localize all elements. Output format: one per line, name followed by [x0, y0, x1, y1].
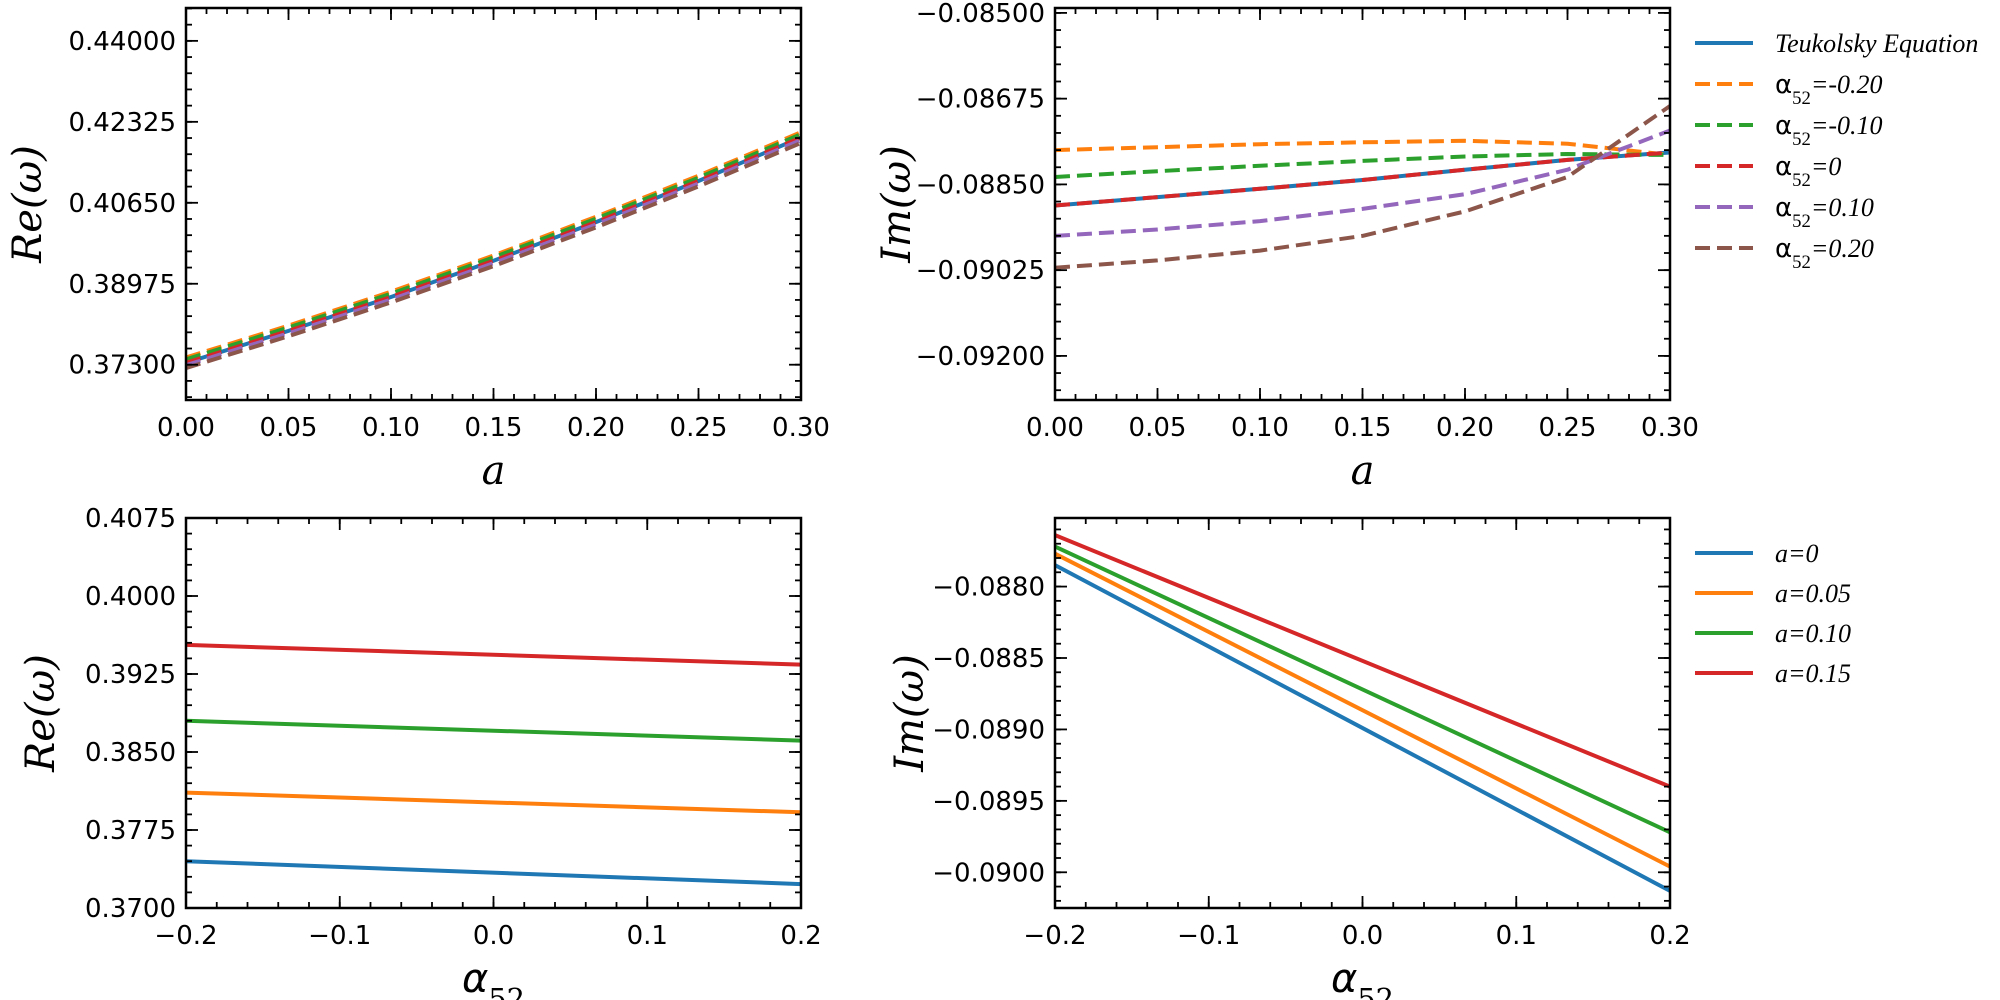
legend-label: α52=0.10: [1775, 193, 1874, 232]
x-tick-label: 0.20: [1436, 413, 1494, 443]
y-tick-label: −0.08675: [916, 85, 1045, 115]
x-tick-label: 0.2: [780, 921, 821, 951]
y-tick-label: −0.08850: [916, 170, 1045, 200]
legend-label: α52=-0.20: [1775, 70, 1883, 109]
legend-label: a=0.05: [1775, 579, 1851, 608]
x-tick-label: 0.10: [1231, 413, 1289, 443]
series-line-p1-0: [186, 135, 801, 365]
plot-frame: [184, 516, 803, 910]
legend-item: α52=-0.20: [1695, 70, 1883, 109]
y-tick-label: 0.37300: [68, 351, 176, 381]
x-tick-label: 0.1: [1496, 921, 1537, 951]
legend-bottom: a=0 a=0.05 a=0.10 a=0.15: [1695, 539, 1851, 688]
panel-im-omega-vs-a: 0.00 0.05 0.10 0.15 0.20 0.25 0.30 −0.09200 −0.0…: [874, 0, 1699, 494]
series-line-p1-1: [186, 130, 801, 360]
x-tick-label: −0.2: [1023, 921, 1086, 951]
legend-item: α52=-0.10: [1695, 111, 1883, 150]
x-tick-label: 0.05: [1129, 413, 1187, 443]
series-line-p3-2: [186, 718, 801, 743]
legend-label: Teukolsky Equation: [1775, 29, 1978, 58]
y-tick-label: −0.0890: [932, 715, 1045, 745]
x-tick-label: 0.15: [465, 413, 523, 443]
x-tick-label: 0.0: [1342, 921, 1383, 951]
plot-frame: [1053, 6, 1672, 402]
legend-item: a=0: [1695, 539, 1819, 568]
y-axis-label: Re(ω): [18, 654, 64, 773]
legend-item: a=0.10: [1695, 619, 1851, 648]
panel-re-omega-vs-a: 0.00 0.05 0.10 0.15 0.20 0.25 0.30 0.37300 0.389…: [5, 6, 830, 494]
series-line-p2-3: [1055, 150, 1670, 208]
x-tick-label: 0.25: [670, 413, 728, 443]
series-line-p2-2: [1055, 152, 1670, 179]
legend-item: α52=0: [1695, 152, 1841, 191]
x-tick-label: 0.05: [260, 413, 318, 443]
y-tick-label: −0.09200: [916, 342, 1045, 372]
x-tick-label: 0.00: [1026, 413, 1084, 443]
x-tick-label: 0.20: [567, 413, 625, 443]
y-tick-label: 0.42325: [68, 108, 176, 138]
x-tick-label: 0.15: [1334, 413, 1392, 443]
x-tick-label: 0.00: [157, 413, 215, 443]
legend-top: Teukolsky Equationα52=-0.20α52=-0.10α52=…: [1695, 29, 1978, 273]
plot-frame: [1053, 516, 1672, 910]
y-tick-label: 0.44000: [68, 27, 176, 57]
legend-label: a=0.10: [1775, 619, 1851, 648]
x-tick-label: 0.1: [627, 921, 668, 951]
series-line-p3-0: [186, 859, 801, 887]
panel-im-omega-vs-alpha52: −0.2 −0.1 0.0 0.1 0.2 −0.0900 −0.0895 −0.0890 −0…: [887, 516, 1691, 1000]
x-tick-label: 0.30: [1641, 413, 1699, 443]
x-axis-label: α52: [462, 956, 525, 1000]
y-tick-label: −0.0900: [932, 858, 1045, 888]
y-tick-label: −0.0895: [932, 787, 1045, 817]
y-tick-label: −0.09025: [916, 256, 1045, 286]
y-tick-label: −0.0880: [932, 573, 1045, 603]
x-tick-label: 0.10: [362, 413, 420, 443]
y-axis-label: Im(ω): [887, 654, 933, 773]
y-tick-label: 0.3775: [85, 816, 176, 846]
y-tick-label: 0.3850: [85, 738, 176, 768]
series-line-p2-4: [1055, 128, 1670, 238]
x-tick-label: 0.0: [473, 921, 514, 951]
panel-re-omega-vs-alpha52: −0.2 −0.1 0.0 0.1 0.2 0.3700 0.3775 0.3850 0.392…: [18, 504, 822, 1000]
x-tick-label: −0.2: [154, 921, 217, 951]
series-line-p2-1: [1055, 138, 1670, 157]
y-tick-label: −0.0885: [932, 644, 1045, 674]
y-tick-label: 0.3925: [85, 660, 176, 690]
x-tick-label: −0.1: [1177, 921, 1240, 951]
y-tick-label: 0.3700: [85, 894, 176, 924]
series-line-p1-2: [186, 132, 801, 362]
x-axis-label: a: [1351, 448, 1375, 494]
series-line-p3-1: [186, 790, 801, 815]
y-tick-label: 0.40650: [68, 189, 176, 219]
x-tick-label: 0.30: [772, 413, 830, 443]
y-tick-label: −0.08500: [916, 0, 1045, 29]
legend-label: a=0: [1775, 539, 1819, 568]
legend-label: α52=0.20: [1775, 234, 1874, 273]
y-axis-label: Im(ω): [874, 145, 920, 264]
y-tick-label: 0.4075: [85, 504, 176, 534]
y-axis-label: Re(ω): [5, 145, 51, 264]
x-axis-label: a: [482, 448, 506, 494]
y-tick-label: 0.4000: [85, 582, 176, 612]
x-tick-label: −0.1: [308, 921, 371, 951]
x-tick-label: 0.2: [1649, 921, 1690, 951]
legend-item: a=0.15: [1695, 659, 1851, 688]
legend-label: α52=-0.10: [1775, 111, 1883, 150]
x-axis-label: α52: [1331, 956, 1394, 1000]
series-line-p4-1: [1055, 551, 1670, 869]
legend-label: a=0.15: [1775, 659, 1851, 688]
legend-item: a=0.05: [1695, 579, 1851, 608]
legend-item: α52=0.20: [1695, 234, 1874, 273]
legend-label: α52=0: [1775, 152, 1841, 191]
series-line-p4-2: [1055, 544, 1670, 835]
series-line-p4-3: [1055, 533, 1670, 789]
legend-item: Teukolsky Equation: [1695, 29, 1978, 58]
legend-item: α52=0.10: [1695, 193, 1874, 232]
y-tick-label: 0.38975: [68, 270, 176, 300]
series-line-p3-3: [186, 642, 801, 667]
series-line-p4-0: [1055, 563, 1670, 893]
x-tick-label: 0.25: [1539, 413, 1597, 443]
series-line-p2-5: [1055, 104, 1670, 270]
